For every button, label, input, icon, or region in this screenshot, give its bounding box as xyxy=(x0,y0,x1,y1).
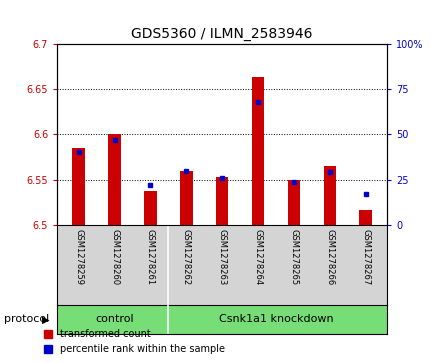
Bar xyxy=(108,134,121,225)
Text: GSM1278259: GSM1278259 xyxy=(74,229,83,285)
Bar xyxy=(288,180,300,225)
Text: GSM1278262: GSM1278262 xyxy=(182,229,191,285)
Text: GSM1278265: GSM1278265 xyxy=(290,229,298,285)
Bar xyxy=(180,171,193,225)
Text: ▶: ▶ xyxy=(42,314,50,325)
Bar xyxy=(323,166,336,225)
Text: GSM1278267: GSM1278267 xyxy=(361,229,370,285)
Text: Csnk1a1 knockdown: Csnk1a1 knockdown xyxy=(219,314,334,325)
Bar xyxy=(144,191,157,225)
Bar xyxy=(252,77,264,225)
Bar xyxy=(359,210,372,225)
Bar xyxy=(216,177,228,225)
Legend: transformed count, percentile rank within the sample: transformed count, percentile rank withi… xyxy=(40,326,228,358)
Bar xyxy=(73,148,85,225)
Text: GSM1278260: GSM1278260 xyxy=(110,229,119,285)
Text: control: control xyxy=(95,314,134,325)
Text: protocol: protocol xyxy=(4,314,50,325)
Text: GSM1278264: GSM1278264 xyxy=(253,229,263,285)
Title: GDS5360 / ILMN_2583946: GDS5360 / ILMN_2583946 xyxy=(132,27,313,41)
Text: GSM1278266: GSM1278266 xyxy=(325,229,334,285)
Text: GSM1278263: GSM1278263 xyxy=(218,229,227,285)
Text: GSM1278261: GSM1278261 xyxy=(146,229,155,285)
